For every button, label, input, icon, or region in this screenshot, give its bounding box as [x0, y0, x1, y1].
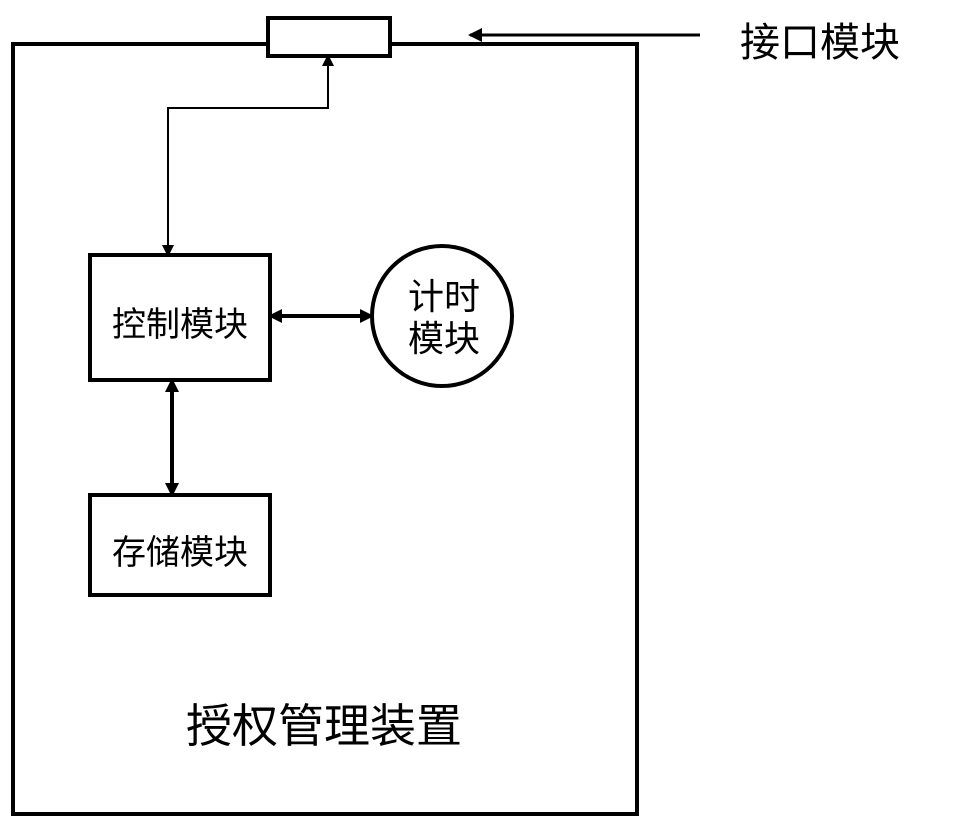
device-label: 授权管理装置 [186, 690, 462, 756]
timing-label-line2: 模块 [408, 310, 480, 362]
storage-label: 存储模块 [112, 525, 248, 574]
diagram-svg [0, 0, 956, 822]
interface-control-arrow [168, 56, 328, 255]
interface-label: 接口模块 [740, 10, 900, 68]
control-label: 控制模块 [112, 297, 248, 346]
interface-rect [268, 18, 390, 56]
diagram-canvas: 接口模块 控制模块 存储模块 计时 模块 授权管理装置 [0, 0, 956, 822]
